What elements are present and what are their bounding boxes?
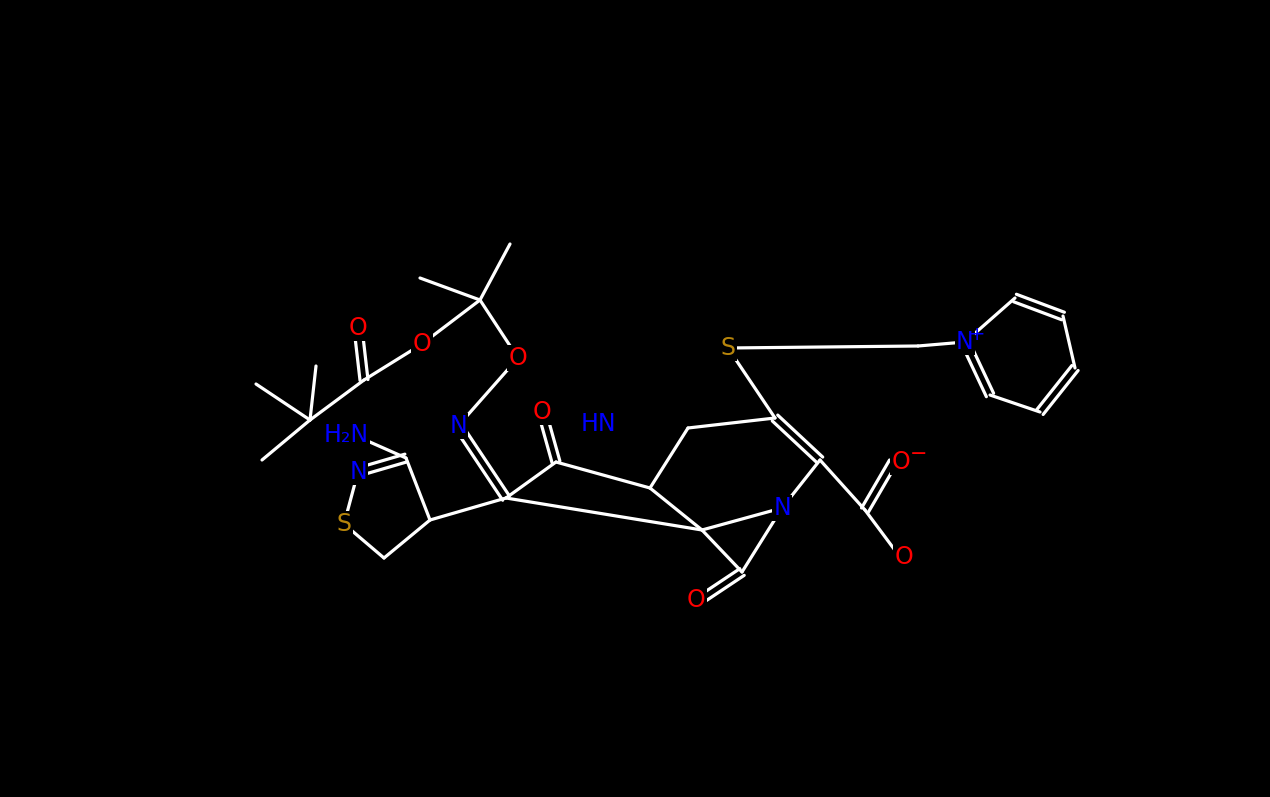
Text: O: O	[508, 346, 527, 370]
Text: O: O	[532, 400, 551, 424]
Text: O: O	[413, 332, 432, 356]
Text: H₂N: H₂N	[324, 423, 368, 447]
Text: O: O	[892, 450, 911, 474]
Text: O: O	[894, 545, 913, 569]
Text: O: O	[687, 588, 705, 612]
Text: −: −	[911, 444, 928, 464]
Text: N: N	[773, 496, 791, 520]
Text: HN: HN	[580, 412, 616, 436]
Text: S: S	[337, 512, 352, 536]
Text: S: S	[720, 336, 735, 360]
Text: +: +	[969, 324, 986, 344]
Text: O: O	[349, 316, 367, 340]
Text: N: N	[349, 460, 367, 484]
Text: N: N	[450, 414, 467, 438]
Text: N: N	[956, 330, 974, 354]
